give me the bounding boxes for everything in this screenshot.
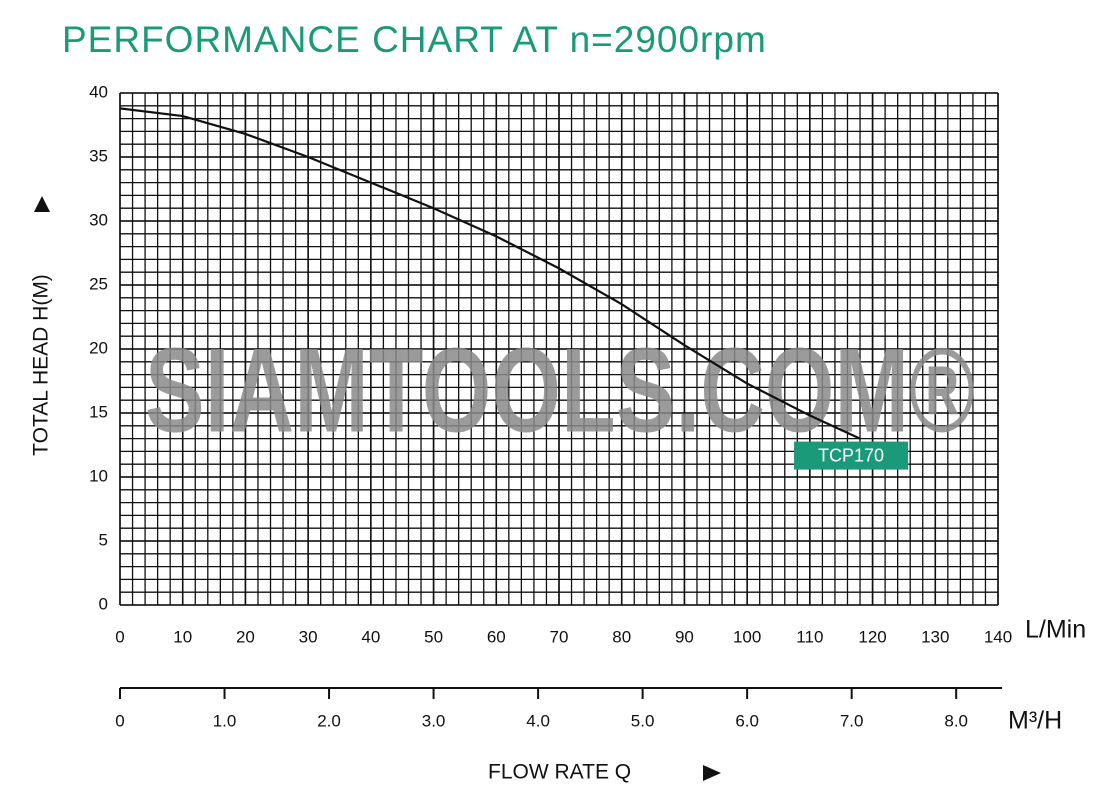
x-tick-label: 30	[299, 627, 318, 646]
x-tick-label: 50	[424, 627, 443, 646]
series-label-box	[794, 441, 909, 470]
y-tick-label: 0	[99, 594, 108, 613]
y-tick-label: 10	[89, 466, 108, 485]
x-tick-label: 20	[236, 627, 255, 646]
x2-tick-label: 2.0	[317, 711, 341, 730]
y-arrow	[34, 196, 50, 212]
x-tick-label: 90	[675, 627, 694, 646]
curve	[119, 107, 861, 440]
y-tick-label: 35	[89, 146, 108, 165]
y-tick-label: 25	[89, 274, 108, 293]
x-axis-label: FLOW RATE Q	[488, 761, 631, 784]
x-arrow	[703, 765, 721, 781]
x2-tick-label: 6.0	[735, 711, 759, 730]
x2-tick-label: 4.0	[526, 711, 550, 730]
x2-tick-label: 5.0	[631, 711, 655, 730]
x-unit: L/Min	[1025, 616, 1086, 644]
y-tick-label: 30	[89, 210, 108, 229]
y-axis-label: TOTAL HEAD H(M)	[30, 274, 53, 456]
x2-tick-label: 1.0	[213, 711, 237, 730]
y-tick-label: 20	[89, 338, 108, 357]
x-tick-label: 100	[733, 627, 761, 646]
x-tick-label: 110	[796, 627, 823, 646]
x2-tick-label: 7.0	[840, 711, 864, 730]
x2-tick-label: 3.0	[422, 711, 446, 730]
x-tick-label: 120	[858, 627, 886, 646]
x2-tick-label: 0	[115, 711, 124, 730]
y-tick-label: 5	[99, 530, 108, 549]
x-tick-label: 0	[115, 627, 124, 646]
chart-title: PERFORMANCE CHART AT n=2900rpm	[62, 19, 767, 60]
x-tick-label: 130	[921, 627, 949, 646]
x-tick-label: 40	[361, 627, 380, 646]
x-tick-label: 70	[550, 627, 569, 646]
watermark: SIAMTOOLS.COM®	[145, 324, 975, 458]
x-tick-label: 60	[487, 627, 506, 646]
x-tick-label: 80	[612, 627, 631, 646]
x2-unit: M³/H	[1008, 707, 1062, 735]
y-tick-label: 40	[89, 82, 108, 101]
y-tick-label: 15	[89, 402, 108, 421]
x2-tick-label: 8.0	[944, 711, 968, 730]
plot-grid	[119, 92, 999, 606]
x-tick-label: 10	[173, 627, 192, 646]
x-tick-label: 140	[984, 627, 1012, 646]
series-label: TCP170	[818, 445, 884, 465]
